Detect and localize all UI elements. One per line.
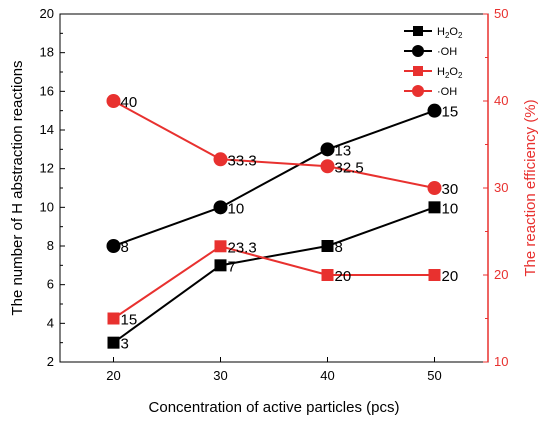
y-axis-title-right: The reaction efficiency (%)	[522, 99, 539, 276]
plot-frame	[59, 13, 489, 363]
data-point	[428, 201, 441, 214]
legend-item: H2O2	[404, 26, 463, 40]
x-tick-label: 30	[213, 368, 227, 383]
y-tick-label-left: 4	[47, 315, 54, 330]
data-label: 15	[442, 104, 459, 121]
legend-label-subscript: 2	[445, 31, 450, 40]
data-point	[107, 336, 120, 349]
y-tick-label-left: 6	[47, 277, 54, 292]
series-4: 40 33.3 32.5 30	[106, 94, 459, 198]
y-tick-label-left: 20	[40, 6, 54, 21]
data-point	[320, 142, 335, 157]
legend-label-text: O	[449, 66, 458, 78]
legend-marker	[412, 85, 424, 97]
series-line	[112, 245, 435, 320]
legend-label-text: ·OH	[437, 86, 457, 98]
x-tick-label: 40	[320, 368, 334, 383]
data-label: 15	[121, 312, 138, 329]
legend-marker	[413, 66, 423, 76]
data-label: 8	[121, 239, 129, 256]
data-label: 3	[121, 336, 129, 353]
legend-item: ·OH	[404, 45, 457, 58]
data-point	[107, 312, 120, 325]
series-line	[113, 100, 435, 189]
legend-label-subscript: 2	[445, 71, 450, 80]
legend-label: H2O2	[437, 26, 463, 40]
legend-label-text: H	[437, 66, 445, 78]
legend-label-text: H	[437, 26, 445, 38]
legend-item: H2O2	[404, 66, 463, 80]
data-point	[213, 200, 228, 215]
data-point	[321, 269, 334, 281]
x-axis-title: Concentration of active particles (pcs)	[149, 399, 400, 416]
legend-label-subscript: 2	[458, 71, 463, 80]
legend-label-text: O	[449, 26, 458, 38]
y-tick-label-right: 40	[494, 93, 508, 108]
legend-label-text: ·OH	[437, 46, 457, 58]
series-layer: 3 7 8 10 8 10 13 15 15 23.3 20 20 40 33.3 32.5 30	[106, 94, 459, 353]
x-tick-label: 50	[427, 368, 441, 383]
data-label: 8	[335, 239, 343, 256]
legend-marker	[412, 45, 424, 57]
data-label: 7	[228, 258, 236, 275]
data-label: 40	[121, 94, 138, 111]
legend-item: ·OH	[404, 85, 457, 98]
legend-marker	[413, 26, 423, 36]
series-3: 15 23.3 20 20	[107, 239, 459, 329]
x-tick-label: 20	[106, 368, 120, 383]
data-label: 33.3	[228, 152, 257, 169]
data-label: 23.3	[228, 239, 257, 256]
data-point	[428, 269, 441, 281]
data-label: 10	[228, 200, 245, 217]
series-2: 8 10 13 15	[106, 103, 459, 256]
y-tick-label-left: 2	[47, 354, 54, 369]
y-tick-label-left: 14	[40, 122, 54, 137]
data-label: 32.5	[335, 159, 364, 176]
series-1: 3 7 8 10	[107, 200, 459, 353]
data-label: 10	[442, 200, 459, 217]
data-label: 30	[442, 181, 459, 198]
data-point	[427, 103, 442, 118]
data-point	[214, 259, 227, 272]
y-tick-label-left: 10	[40, 199, 54, 214]
data-point	[106, 239, 121, 253]
data-label: 20	[335, 268, 352, 285]
data-point	[214, 240, 227, 253]
y-tick-label-right: 50	[494, 6, 508, 21]
data-point	[320, 159, 335, 174]
y-tick-label-right: 10	[494, 354, 508, 369]
data-label: 20	[442, 268, 459, 285]
y-axis-title-left: The number of H abstraction reactions	[9, 60, 26, 315]
data-point	[213, 152, 228, 167]
data-point	[321, 240, 334, 252]
data-point	[427, 181, 442, 195]
y-tick-label-left: 12	[40, 161, 54, 176]
axis-ticks: 20 30 40 50 2 4 6 8 10 12 14 16 18 20 10 20 30 40 50	[40, 6, 509, 383]
legend-label: ·OH	[437, 86, 457, 98]
legend-label: H2O2	[437, 66, 463, 80]
y-tick-label-right: 20	[494, 267, 508, 282]
y-tick-label-right: 30	[494, 180, 508, 195]
legend-label-subscript: 2	[458, 31, 463, 40]
series-line	[112, 206, 435, 344]
legend-label: ·OH	[437, 46, 457, 58]
data-label: 13	[335, 142, 352, 159]
y-tick-label-left: 8	[47, 238, 54, 253]
data-point	[106, 94, 121, 108]
y-tick-label-left: 16	[40, 83, 54, 98]
y-tick-label-left: 18	[40, 45, 54, 60]
series-line	[113, 109, 435, 247]
